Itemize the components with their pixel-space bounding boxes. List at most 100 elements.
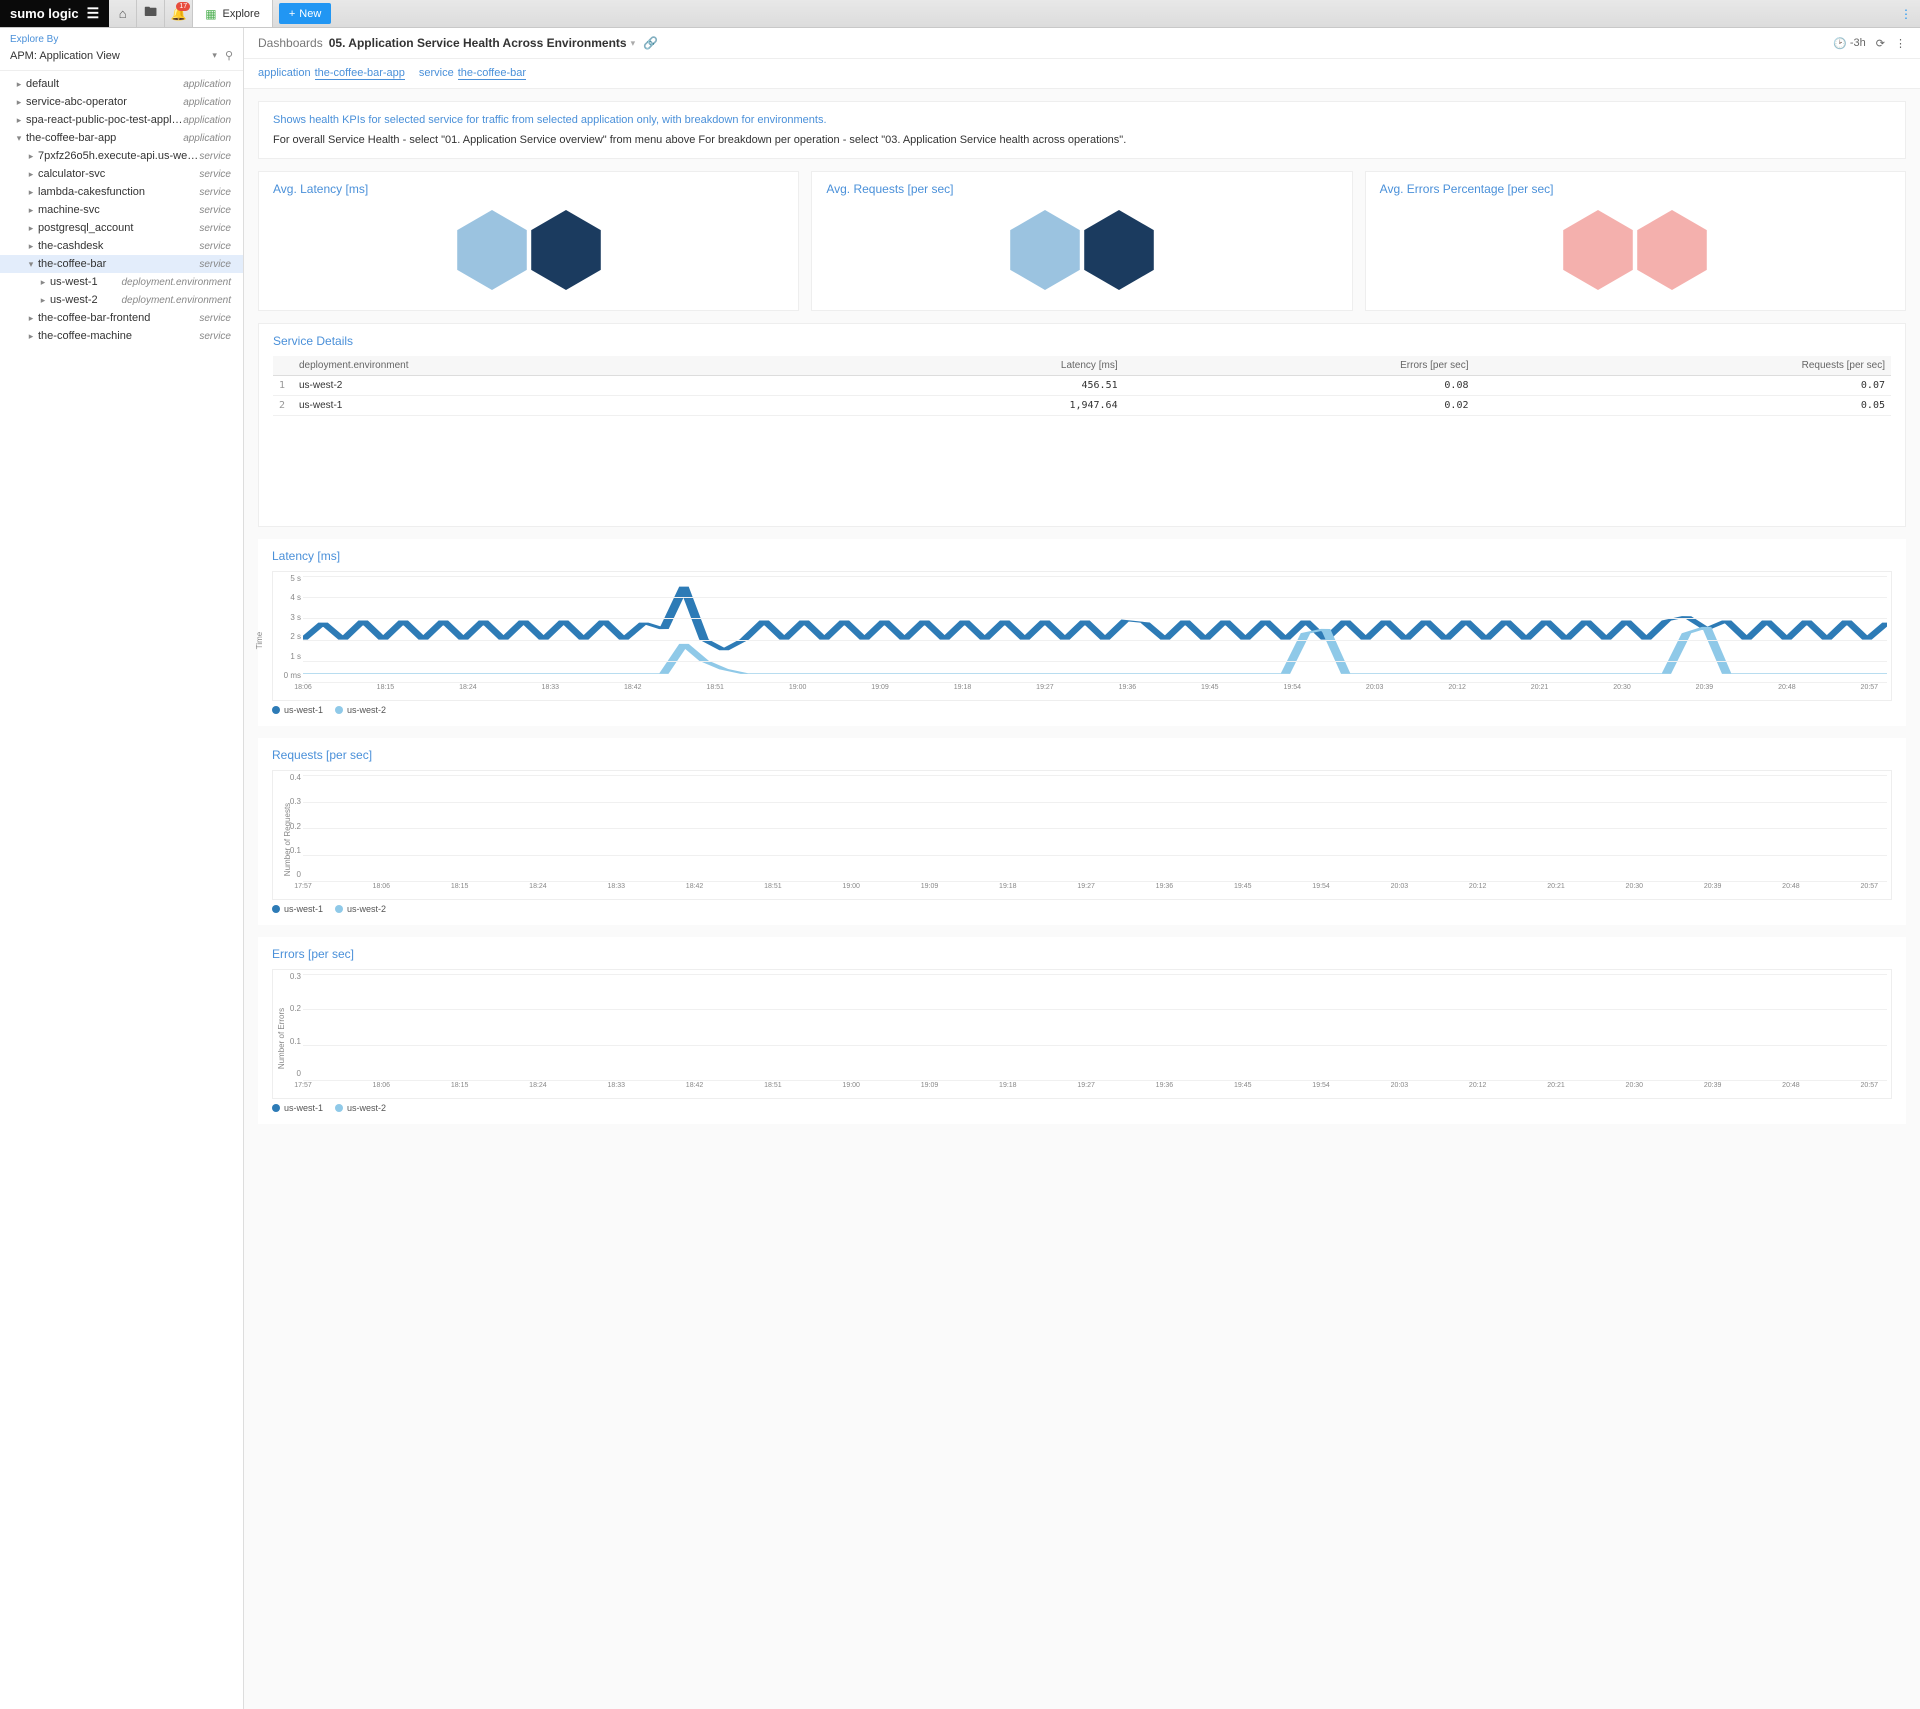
tree-label: us-west-2 bbox=[50, 294, 121, 306]
latency-title: Latency [ms] bbox=[272, 549, 1892, 563]
tree-label: us-west-1 bbox=[50, 276, 121, 288]
tree-item[interactable]: ▸the-coffee-machineservice bbox=[0, 327, 243, 345]
table-header bbox=[273, 356, 293, 376]
table-row[interactable]: 1us-west-2456.510.080.07 bbox=[273, 376, 1891, 396]
tree-item[interactable]: ▸the-cashdeskservice bbox=[0, 237, 243, 255]
bell-icon[interactable]: 🔔 bbox=[165, 0, 193, 27]
legend-item: us-west-2 bbox=[335, 705, 386, 715]
latency-yaxis: 5 s4 s3 s2 s1 s0 ms bbox=[267, 572, 301, 682]
service-details-title: Service Details bbox=[273, 334, 1891, 348]
table-cell: 0.08 bbox=[1124, 376, 1475, 396]
tree-label: postgresql_account bbox=[38, 222, 199, 234]
tree-item[interactable]: ▸spa-react-public-poc-test-applicat...ap… bbox=[0, 111, 243, 129]
filter-bar: applicationthe-coffee-bar-app servicethe-… bbox=[244, 59, 1920, 89]
home-icon[interactable]: ⌂ bbox=[109, 0, 137, 27]
latency-ylabel: Time bbox=[255, 632, 264, 649]
folder-icon[interactable]: 🖿 bbox=[137, 0, 165, 27]
plus-icon: + bbox=[289, 8, 295, 20]
tree-label: machine-svc bbox=[38, 204, 199, 216]
tree-item[interactable]: ▸calculator-svcservice bbox=[0, 165, 243, 183]
kpi-title: Avg. Latency [ms] bbox=[273, 182, 784, 196]
new-button[interactable]: + New bbox=[279, 3, 331, 24]
topbar: sumo logic ☰ ⌂ 🖿 🔔 ▦ Explore + New ⋮ bbox=[0, 0, 1920, 28]
filter-value: the-coffee-bar-app bbox=[315, 67, 405, 80]
table-cell: 2 bbox=[273, 396, 293, 416]
latency-plot bbox=[303, 576, 1887, 682]
tree-toggle-icon: ▸ bbox=[24, 331, 38, 342]
breadcrumb-title: 05. Application Service Health Across En… bbox=[329, 36, 627, 50]
errors-plot bbox=[303, 974, 1887, 1080]
errors-chart: Number of Errors 0.30.20.10 17:5718:0618… bbox=[272, 969, 1892, 1099]
hamburger-icon[interactable]: ☰ bbox=[87, 5, 100, 22]
latency-legend: us-west-1us-west-2 bbox=[272, 705, 1892, 716]
tree-toggle-icon: ▾ bbox=[24, 259, 38, 270]
tree-tag: service bbox=[199, 313, 237, 324]
desc-highlight: Shows health KPIs for selected service f… bbox=[273, 114, 1891, 126]
kpi-card: Avg. Errors Percentage [per sec] bbox=[1365, 171, 1906, 311]
tree-item[interactable]: ▸the-coffee-bar-frontendservice bbox=[0, 309, 243, 327]
view-selector[interactable]: APM: Application View ▾ ⚲ bbox=[0, 47, 243, 71]
tree-item[interactable]: ▸defaultapplication bbox=[0, 75, 243, 93]
hex-wrap bbox=[826, 210, 1337, 290]
refresh-icon[interactable]: ⟳ bbox=[1876, 37, 1885, 50]
kpi-row: Avg. Latency [ms]Avg. Requests [per sec]… bbox=[258, 171, 1906, 311]
tree-tag: application bbox=[183, 115, 237, 126]
tree-item[interactable]: ▸service-abc-operatorapplication bbox=[0, 93, 243, 111]
hex-wrap bbox=[273, 210, 784, 290]
kpi-title: Avg. Errors Percentage [per sec] bbox=[1380, 182, 1891, 196]
table-cell: us-west-2 bbox=[293, 376, 824, 396]
table-cell: 0.02 bbox=[1124, 396, 1475, 416]
tree-tag: service bbox=[199, 331, 237, 342]
tree-item[interactable]: ▾the-coffee-barservice bbox=[0, 255, 243, 273]
breadcrumb-bar: Dashboards 05. Application Service Healt… bbox=[244, 28, 1920, 59]
legend-item: us-west-1 bbox=[272, 1103, 323, 1113]
filter-icon[interactable]: ⚲ bbox=[225, 49, 233, 62]
kebab-icon[interactable]: ⋮ bbox=[1895, 37, 1906, 50]
table-cell: 1,947.64 bbox=[824, 396, 1124, 416]
filter-pair[interactable]: applicationthe-coffee-bar-app bbox=[258, 67, 405, 80]
table-cell: 1 bbox=[273, 376, 293, 396]
errors-xaxis: 17:5718:0618:1518:2418:3318:4218:5119:00… bbox=[303, 1082, 1887, 1098]
tree-label: default bbox=[26, 78, 183, 90]
tree-toggle-icon: ▸ bbox=[24, 187, 38, 198]
tree-item[interactable]: ▸lambda-cakesfunctionservice bbox=[0, 183, 243, 201]
tree-toggle-icon: ▸ bbox=[36, 277, 50, 288]
breadcrumb-chevron-icon[interactable]: ▾ bbox=[631, 38, 636, 49]
requests-title: Requests [per sec] bbox=[272, 748, 1892, 762]
service-details-table: deployment.environmentLatency [ms]Errors… bbox=[273, 356, 1891, 416]
explore-tab-icon: ▦ bbox=[205, 7, 216, 21]
more-icon[interactable]: ⋮ bbox=[1892, 0, 1920, 27]
tree-toggle-icon: ▸ bbox=[12, 115, 26, 126]
errors-title: Errors [per sec] bbox=[272, 947, 1892, 961]
table-cell: 0.07 bbox=[1475, 376, 1892, 396]
tree-item[interactable]: ▾the-coffee-bar-appapplication bbox=[0, 129, 243, 147]
link-icon[interactable]: 🔗 bbox=[643, 36, 658, 50]
tree-item[interactable]: ▸postgresql_accountservice bbox=[0, 219, 243, 237]
tree-item[interactable]: ▸us-west-2deployment.environment bbox=[0, 291, 243, 309]
view-label: APM: Application View bbox=[10, 50, 120, 62]
tree-toggle-icon: ▸ bbox=[24, 241, 38, 252]
logo: sumo logic ☰ bbox=[0, 0, 109, 27]
latency-chart: Time 5 s4 s3 s2 s1 s0 ms 18:0618:1518:24… bbox=[272, 571, 1892, 701]
tree-item[interactable]: ▸machine-svcservice bbox=[0, 201, 243, 219]
filter-pair[interactable]: servicethe-coffee-bar bbox=[419, 67, 526, 80]
tree-item[interactable]: ▸7pxfz26o5h.execute-api.us-west-2.a...se… bbox=[0, 147, 243, 165]
desc-body: For overall Service Health - select "01.… bbox=[273, 134, 1891, 146]
tree-tag: deployment.environment bbox=[121, 295, 237, 306]
time-range[interactable]: 🕑-3h bbox=[1833, 37, 1866, 50]
legend-item: us-west-1 bbox=[272, 904, 323, 914]
time-label: -3h bbox=[1850, 37, 1866, 49]
hex-wrap bbox=[1380, 210, 1891, 290]
tree-tag: service bbox=[199, 151, 237, 162]
service-details-panel: Service Details deployment.environmentLa… bbox=[258, 323, 1906, 527]
tree-label: the-coffee-bar bbox=[38, 258, 199, 270]
table-row[interactable]: 2us-west-11,947.640.020.05 bbox=[273, 396, 1891, 416]
tree-toggle-icon: ▸ bbox=[24, 151, 38, 162]
tree-item[interactable]: ▸us-west-1deployment.environment bbox=[0, 273, 243, 291]
tree-tag: service bbox=[199, 241, 237, 252]
table-header: Requests [per sec] bbox=[1475, 356, 1892, 376]
tree-tag: service bbox=[199, 259, 237, 270]
tree-label: the-coffee-bar-app bbox=[26, 132, 183, 144]
tab-explore[interactable]: ▦ Explore bbox=[193, 0, 273, 27]
tree-tag: deployment.environment bbox=[121, 277, 237, 288]
